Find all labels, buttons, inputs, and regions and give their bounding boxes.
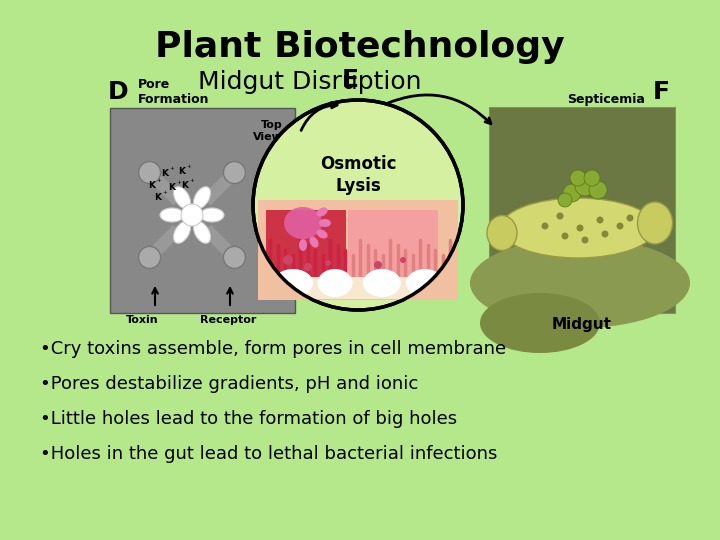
Text: K: K	[168, 184, 176, 192]
Text: +: +	[157, 179, 161, 184]
Text: K: K	[155, 193, 161, 202]
Circle shape	[181, 204, 203, 226]
Ellipse shape	[317, 230, 328, 239]
Text: •Pores destabilize gradients, pH and ionic: •Pores destabilize gradients, pH and ion…	[40, 375, 418, 393]
Bar	[348, 210, 438, 285]
Circle shape	[541, 222, 549, 230]
Text: F: F	[653, 80, 670, 104]
Text: D: D	[108, 80, 129, 104]
Ellipse shape	[500, 198, 655, 258]
Bar	[490, 108, 675, 313]
Text: Septicemia: Septicemia	[567, 93, 645, 106]
Ellipse shape	[299, 239, 307, 251]
Text: •Cry toxins assemble, form pores in cell membrane: •Cry toxins assemble, form pores in cell…	[40, 340, 506, 358]
Circle shape	[616, 222, 624, 230]
Circle shape	[577, 225, 583, 232]
Text: +: +	[170, 166, 174, 172]
Circle shape	[138, 246, 161, 268]
Circle shape	[563, 184, 581, 202]
Ellipse shape	[487, 215, 517, 251]
Ellipse shape	[363, 269, 401, 297]
Circle shape	[570, 170, 586, 186]
Circle shape	[223, 161, 246, 184]
Text: K: K	[161, 170, 168, 179]
Circle shape	[144, 175, 164, 195]
Circle shape	[562, 233, 569, 240]
Circle shape	[582, 237, 588, 244]
Circle shape	[304, 263, 312, 271]
Ellipse shape	[406, 269, 444, 297]
Circle shape	[177, 175, 197, 195]
Circle shape	[626, 214, 634, 221]
Text: +: +	[186, 164, 192, 168]
Circle shape	[584, 170, 600, 186]
Text: K: K	[179, 166, 186, 176]
Circle shape	[400, 257, 406, 263]
Text: Pore
Formation: Pore Formation	[138, 78, 210, 106]
Bar	[266, 277, 446, 299]
Circle shape	[557, 213, 564, 219]
Text: Receptor: Receptor	[200, 315, 256, 325]
Ellipse shape	[470, 238, 690, 328]
Text: Osmotic
Lysis: Osmotic Lysis	[320, 155, 396, 195]
Bar	[266, 210, 346, 285]
Text: •Holes in the gut lead to lethal bacterial infections: •Holes in the gut lead to lethal bacteri…	[40, 445, 498, 463]
Ellipse shape	[174, 221, 191, 244]
Circle shape	[138, 161, 161, 184]
Text: Midgut: Midgut	[552, 317, 612, 332]
Circle shape	[174, 160, 194, 180]
Text: K: K	[148, 181, 156, 191]
Ellipse shape	[284, 207, 322, 239]
Text: +: +	[163, 191, 167, 195]
Text: Midgut Disruption: Midgut Disruption	[198, 70, 422, 94]
Circle shape	[325, 260, 331, 266]
Ellipse shape	[319, 219, 331, 227]
Text: •Little holes lead to the formation of big holes: •Little holes lead to the formation of b…	[40, 410, 457, 428]
Circle shape	[575, 176, 595, 196]
Circle shape	[596, 217, 603, 224]
Ellipse shape	[174, 187, 191, 208]
Circle shape	[150, 187, 170, 207]
Ellipse shape	[194, 187, 210, 208]
Circle shape	[374, 261, 382, 269]
Circle shape	[253, 100, 463, 310]
Ellipse shape	[317, 207, 328, 217]
Text: Top
View: Top View	[253, 120, 283, 141]
Ellipse shape	[273, 269, 313, 297]
Ellipse shape	[480, 293, 600, 353]
Text: +: +	[176, 180, 181, 186]
Ellipse shape	[637, 202, 672, 244]
Text: E: E	[341, 68, 359, 92]
Text: Toxin: Toxin	[126, 315, 158, 325]
Bar	[110, 108, 295, 313]
Ellipse shape	[200, 208, 224, 222]
Text: K: K	[181, 181, 189, 191]
Circle shape	[157, 163, 177, 183]
Text: +: +	[189, 179, 194, 184]
Ellipse shape	[194, 221, 210, 244]
Circle shape	[283, 255, 293, 265]
Bar	[258, 200, 458, 300]
Ellipse shape	[310, 237, 318, 248]
Circle shape	[558, 193, 572, 207]
Circle shape	[589, 181, 607, 199]
Text: Plant Biotechnology: Plant Biotechnology	[156, 30, 564, 64]
Ellipse shape	[160, 208, 184, 222]
Bar	[490, 108, 675, 313]
Circle shape	[223, 246, 246, 268]
Ellipse shape	[318, 269, 353, 297]
Circle shape	[601, 231, 608, 238]
Circle shape	[164, 177, 184, 197]
